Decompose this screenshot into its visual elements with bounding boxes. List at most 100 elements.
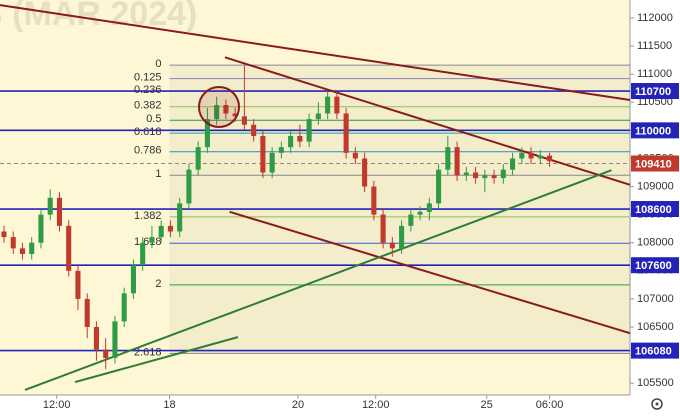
candle-body xyxy=(19,248,26,254)
fib-label: 0.786 xyxy=(134,145,162,157)
level-label: 107600 xyxy=(635,260,672,272)
candle-body xyxy=(288,135,294,148)
watermark: S (MAR 2024) xyxy=(0,0,197,33)
x-tick-label: 12:00 xyxy=(362,399,390,411)
fib-label: 1 xyxy=(155,168,161,180)
candle-body xyxy=(306,119,312,142)
candle-body xyxy=(214,105,220,120)
candle-body xyxy=(1,231,7,238)
y-tick-label: 109000 xyxy=(637,180,674,192)
y-tick-label: 111000 xyxy=(637,68,672,80)
y-tick-label: 111500 xyxy=(637,40,672,52)
last-price-label: 109410 xyxy=(635,158,672,170)
candle-body xyxy=(75,270,81,299)
candle-body xyxy=(186,169,192,204)
fib-label: 2.618 xyxy=(134,346,162,358)
gear-center[interactable] xyxy=(655,402,659,406)
candle-body xyxy=(223,105,229,114)
candle-body xyxy=(408,214,414,226)
highlight-circle xyxy=(198,86,240,128)
level-box xyxy=(631,83,679,100)
candle-body xyxy=(47,197,53,215)
candle-body xyxy=(84,298,90,328)
candle-body xyxy=(121,293,127,322)
trend-line xyxy=(224,56,631,186)
candle-body xyxy=(399,225,405,249)
candle-body xyxy=(112,321,118,358)
fib-label: 0.125 xyxy=(134,72,162,84)
fib-label: 0.382 xyxy=(134,100,162,112)
candle-body xyxy=(167,225,173,232)
candle-body xyxy=(278,147,284,153)
candle-body xyxy=(528,152,534,159)
gear[interactable] xyxy=(651,398,663,410)
fib-label: 0.618 xyxy=(134,126,162,138)
level-label: 110700 xyxy=(635,86,671,98)
candle-body xyxy=(269,152,275,173)
y-tick-label: 110500 xyxy=(637,96,673,108)
candle-body xyxy=(510,158,516,170)
candle-body xyxy=(482,175,488,179)
candle-body xyxy=(140,242,146,266)
level-label: 110000 xyxy=(635,125,671,137)
candle-body xyxy=(491,175,497,179)
candle-body xyxy=(232,113,238,117)
candle-body xyxy=(371,186,377,215)
candle-body xyxy=(149,237,155,243)
candle-body xyxy=(29,242,35,254)
candle-body xyxy=(204,119,210,148)
x-tick-label: 20 xyxy=(292,399,304,411)
trend-line xyxy=(0,4,631,102)
candle-body xyxy=(334,96,340,114)
fib-label: 0 xyxy=(155,58,161,70)
candle-body xyxy=(426,203,432,212)
plot-background xyxy=(0,0,630,395)
candle-body xyxy=(103,349,109,358)
candle-body xyxy=(343,113,349,153)
candle-body xyxy=(547,155,553,162)
candle-body xyxy=(195,147,201,170)
y-tick-label: 108000 xyxy=(637,237,674,249)
trend-line xyxy=(74,336,239,384)
fib-label: 0.236 xyxy=(134,84,162,96)
candle-body xyxy=(260,135,266,173)
level-box xyxy=(631,201,679,218)
level-label: 108600 xyxy=(635,204,672,216)
candle-body xyxy=(463,172,469,176)
candle-body xyxy=(389,242,395,249)
y-tick-label: 105500 xyxy=(637,377,674,389)
settings-icon[interactable] xyxy=(651,398,663,410)
x-tick-label: 25 xyxy=(481,399,493,411)
x-tick-label: 18 xyxy=(163,399,175,411)
candle-body xyxy=(362,158,368,187)
y-tick-label: 112000 xyxy=(637,12,673,24)
y-tick-label: 106500 xyxy=(637,321,674,333)
candle-body xyxy=(454,147,460,176)
candle-body xyxy=(56,197,63,226)
x-tick-label: 12:00 xyxy=(43,399,71,411)
y-tick-label: 107000 xyxy=(637,293,674,305)
candle-body xyxy=(325,96,331,114)
candle-body xyxy=(473,172,479,179)
trend-line xyxy=(229,210,631,335)
candle-body xyxy=(251,124,257,136)
candle-body xyxy=(93,327,99,350)
candle-body xyxy=(38,214,44,243)
candle-body xyxy=(537,155,543,159)
fib-label: 0.5 xyxy=(146,113,161,125)
candle-body xyxy=(158,225,164,238)
candle-body xyxy=(66,225,72,271)
candle-body xyxy=(241,116,247,125)
candle-body xyxy=(519,152,525,159)
level-box xyxy=(631,342,679,359)
time-axis xyxy=(0,395,630,416)
last-price-box xyxy=(631,155,679,172)
candle-body xyxy=(436,169,442,204)
candle-body xyxy=(445,147,451,170)
level-label: 106080 xyxy=(635,346,672,358)
level-box xyxy=(631,122,679,139)
candle-body xyxy=(380,214,386,243)
candle-body xyxy=(500,169,506,179)
x-tick-label: 06:00 xyxy=(536,399,564,411)
